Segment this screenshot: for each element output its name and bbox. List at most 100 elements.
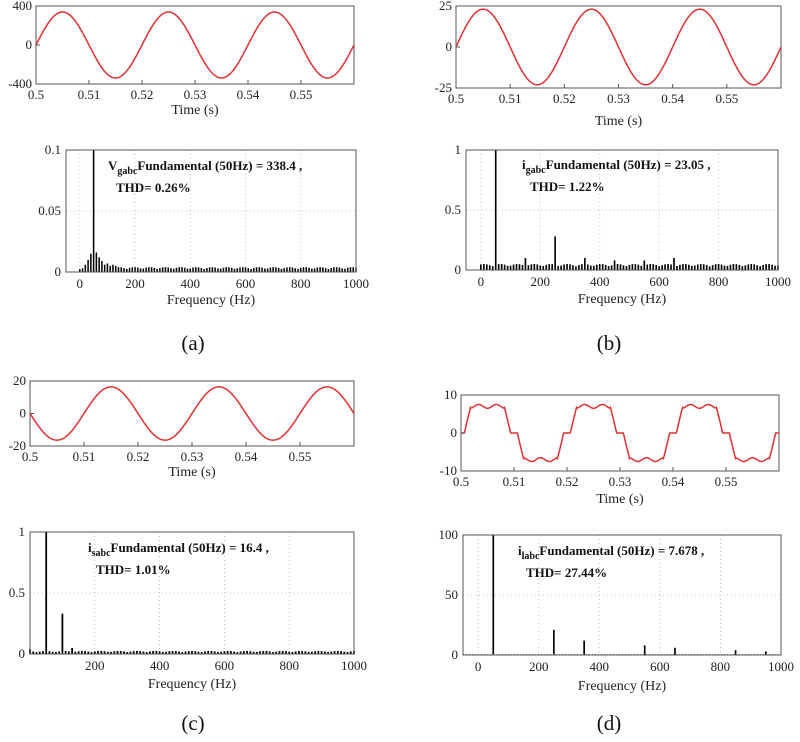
harmonic-bar xyxy=(207,650,210,654)
harmonic-bar xyxy=(87,259,89,272)
harmonic-bar xyxy=(300,267,302,272)
x-tick-label: 200 xyxy=(531,274,551,289)
x-axis-label: Time (s) xyxy=(596,492,644,507)
harmonic-bar xyxy=(527,265,530,270)
harmonic-bar xyxy=(338,267,341,272)
x-tick-label: 200 xyxy=(529,659,549,674)
annotation-text: Fundamental (50Hz) = 338.4 , xyxy=(137,158,302,173)
fundamental-bar xyxy=(45,532,48,654)
harmonic-bar xyxy=(569,264,571,270)
harmonic-bar xyxy=(316,267,319,272)
harmonic-bar xyxy=(187,651,190,654)
harmonic-bar xyxy=(330,651,333,654)
harmonic-bar xyxy=(123,268,125,272)
harmonic-bar xyxy=(589,265,592,270)
harmonic-bar xyxy=(346,651,349,654)
harmonic-bar xyxy=(497,264,500,270)
x-tick-label: 0.51 xyxy=(78,87,101,102)
harmonic-bar xyxy=(619,264,622,270)
harmonic-bar xyxy=(228,267,230,272)
waveform-line xyxy=(461,403,779,463)
harmonic-bar xyxy=(327,652,329,654)
harmonic-bar xyxy=(503,264,506,270)
harmonic-bar xyxy=(32,651,35,654)
x-tick-label: 400 xyxy=(150,658,170,673)
y-tick-label: 0 xyxy=(451,425,458,440)
harmonic-bar xyxy=(560,265,562,270)
y-tick-label: 0.05 xyxy=(38,203,61,218)
x-tick-label: 400 xyxy=(181,276,201,291)
x-tick-label: 0.53 xyxy=(607,91,630,106)
harmonic-bar xyxy=(771,264,773,270)
harmonic-bar xyxy=(137,267,139,272)
harmonic-bar xyxy=(610,265,613,270)
harmonic-bar xyxy=(145,267,147,272)
spectrum-frame xyxy=(465,149,779,271)
harmonic-bar xyxy=(283,268,285,272)
harmonic-bar xyxy=(272,652,274,654)
harmonic-bar xyxy=(317,650,320,654)
harmonic-bar xyxy=(259,651,261,654)
harmonic-bar xyxy=(500,264,503,270)
harmonic-bar xyxy=(116,650,119,654)
harmonic-bar xyxy=(311,268,313,272)
harmonic-bar xyxy=(200,651,203,654)
harmonic-bar xyxy=(536,264,539,270)
harmonic-bar xyxy=(103,264,106,272)
harmonic-bar xyxy=(155,650,158,654)
x-tick-label: 800 xyxy=(711,659,731,674)
harmonic-bar xyxy=(172,268,175,272)
harmonic-bar xyxy=(120,267,122,272)
harmonic-bar xyxy=(640,265,643,270)
harmonic-bar xyxy=(583,640,585,655)
harmonic-bar xyxy=(592,265,595,270)
harmonic-bar xyxy=(741,266,744,270)
y-tick-label: 0 xyxy=(455,262,462,277)
harmonic-bar xyxy=(685,264,687,270)
harmonic-bar xyxy=(229,651,232,654)
x-tick-label: 200 xyxy=(85,658,105,673)
harmonic-bar xyxy=(548,264,551,270)
harmonic-bar xyxy=(693,265,696,270)
x-tick-label: 600 xyxy=(215,658,235,673)
harmonic-bar xyxy=(679,264,681,270)
harmonic-bar xyxy=(233,268,236,272)
harmonic-bar xyxy=(71,647,74,654)
harmonic-bar xyxy=(336,650,339,654)
harmonic-bar xyxy=(521,265,524,270)
harmonic-bar xyxy=(132,651,135,654)
harmonic-bar xyxy=(239,267,241,272)
harmonic-bar xyxy=(242,651,245,654)
x-tick-label: 0.55 xyxy=(289,449,312,464)
harmonic-bar xyxy=(491,266,494,270)
harmonic-bar xyxy=(480,264,482,270)
annotation-text: Fundamental (50Hz) = 16.4 , xyxy=(111,540,269,555)
harmonic-bar xyxy=(566,264,568,270)
harmonic-bar xyxy=(164,267,167,272)
harmonic-bar xyxy=(598,264,601,270)
harmonic-bar xyxy=(676,266,678,270)
annotation-line-1: ilabcFundamental (50Hz) = 7.678 , xyxy=(518,543,704,562)
harmonic-bar xyxy=(658,266,660,270)
harmonic-bar xyxy=(159,268,161,272)
y-tick-label: 1 xyxy=(455,142,462,157)
x-tick-label: 0.55 xyxy=(290,87,313,102)
x-tick-label: 800 xyxy=(279,658,299,673)
harmonic-bar xyxy=(285,651,287,654)
x-tick-label: 0.52 xyxy=(553,91,576,106)
harmonic-bar xyxy=(148,651,151,654)
harmonic-bar xyxy=(67,651,70,654)
x-tick-label: 0.51 xyxy=(503,474,526,489)
harmonic-bar xyxy=(720,264,723,270)
harmonic-bar xyxy=(217,651,219,654)
harmonic-bar xyxy=(211,267,214,272)
harmonic-bar xyxy=(288,267,291,272)
harmonic-bar xyxy=(181,267,183,272)
harmonic-bar xyxy=(106,263,109,272)
x-tick-label: 0.5 xyxy=(453,474,469,489)
harmonic-bar xyxy=(117,267,120,272)
harmonic-bar xyxy=(90,253,92,272)
harmonic-bar xyxy=(161,267,164,272)
harmonic-bar xyxy=(192,267,194,272)
x-tick-label: 800 xyxy=(709,274,729,289)
